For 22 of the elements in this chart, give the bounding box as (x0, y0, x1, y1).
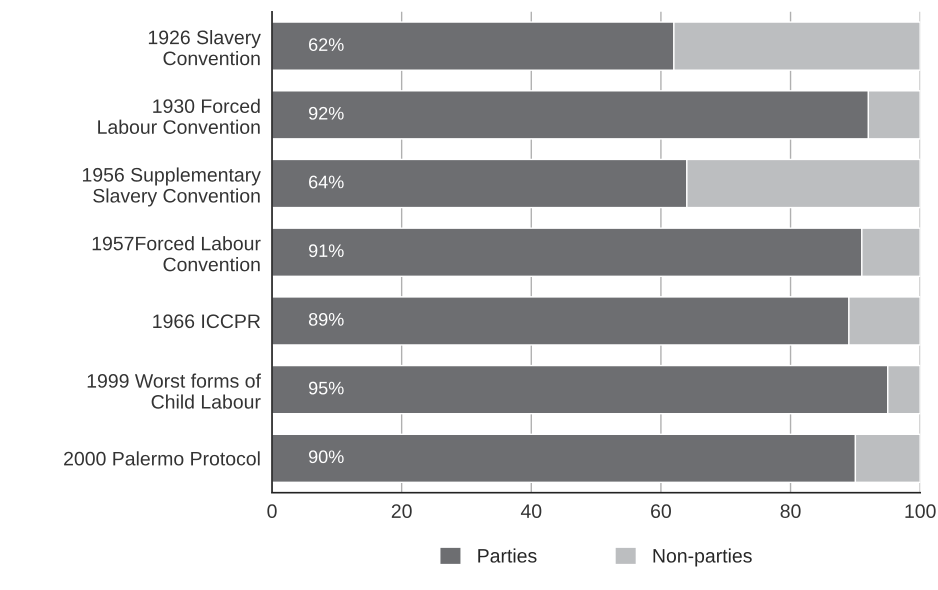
y-tick-label: 1956 Supplementary Slavery Convention (82, 167, 261, 206)
x-tick-label: 60 (651, 504, 671, 518)
legend-label: Parties (478, 548, 537, 563)
data-label: 92% (308, 106, 344, 120)
x-tick-label: 100 (905, 504, 936, 518)
data-label: 90% (308, 450, 344, 464)
y-tick-label: 1966 ICCPR (153, 314, 260, 328)
y-tick-label: 1930 Forced Labour Convention (98, 98, 260, 134)
y-tick-label: 2000 Palermo Protocol (64, 451, 260, 466)
y-tick-label: 1926 Slavery Convention (148, 30, 261, 66)
x-tick-label: 20 (392, 504, 412, 518)
y-tick-label: 1999 Worst forms of Child Labour (88, 374, 261, 409)
data-label: 91% (308, 244, 344, 258)
legend-label: Non-parties (654, 548, 752, 567)
data-label: 89% (308, 312, 344, 326)
x-tick-label: 0 (267, 504, 277, 518)
x-tick-label: 80 (780, 504, 801, 518)
y-tick-label: 1957Forced Labour Convention (92, 236, 261, 272)
data-label: 95% (308, 382, 344, 394)
data-label: 62% (309, 38, 344, 51)
data-label: 64% (309, 176, 344, 188)
x-tick-label: 40 (520, 504, 542, 518)
